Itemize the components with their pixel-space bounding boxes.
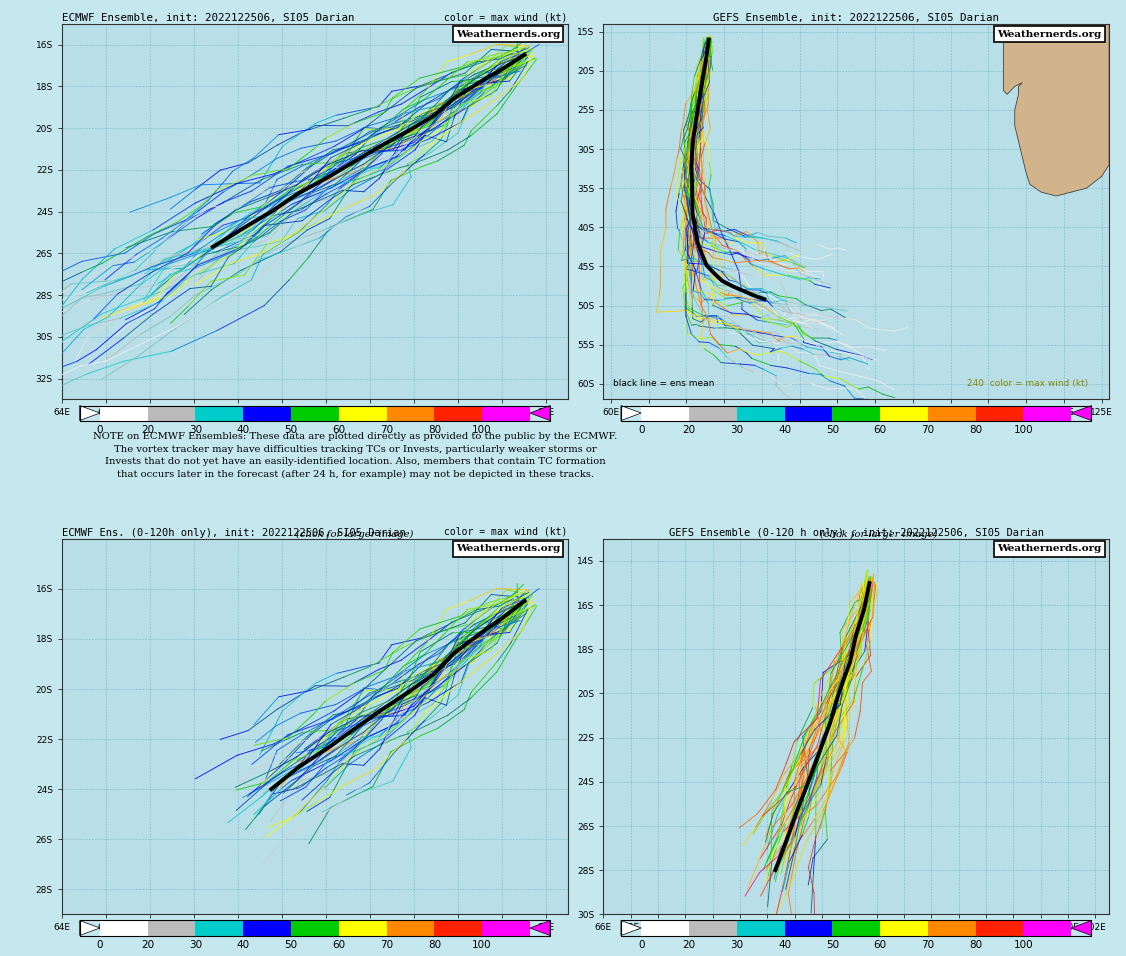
Text: black line = ens mean: black line = ens mean [614, 380, 715, 388]
Text: 70: 70 [379, 940, 393, 949]
Bar [689, 405, 736, 421]
Bar [435, 405, 482, 421]
Text: 60: 60 [332, 424, 346, 435]
Text: 0: 0 [638, 424, 644, 435]
Polygon shape [530, 921, 551, 936]
Text: 30: 30 [189, 424, 202, 435]
Title: GEFS Ensemble (0-120 h only) , init: 2022122506, SI05 Darian: GEFS Ensemble (0-120 h only) , init: 202… [669, 528, 1044, 538]
Text: Weathernerds.org: Weathernerds.org [998, 30, 1101, 38]
Text: 80: 80 [428, 424, 441, 435]
Polygon shape [1071, 405, 1091, 421]
Bar [641, 405, 689, 421]
Text: 30: 30 [730, 424, 743, 435]
Bar [736, 405, 785, 421]
Text: 0: 0 [97, 940, 104, 949]
Text: Weathernerds.org: Weathernerds.org [456, 545, 561, 554]
Text: 80: 80 [428, 940, 441, 949]
Text: 50: 50 [285, 940, 297, 949]
Text: 0: 0 [97, 424, 104, 435]
Bar [243, 921, 291, 936]
Bar [975, 921, 1024, 936]
Text: Weathernerds.org: Weathernerds.org [998, 545, 1101, 554]
Bar [928, 405, 975, 421]
Bar [386, 921, 435, 936]
Text: 60: 60 [874, 940, 886, 949]
Text: 70: 70 [921, 424, 935, 435]
Text: 20: 20 [682, 424, 696, 435]
Bar [1024, 921, 1071, 936]
Bar [928, 921, 975, 936]
Bar [975, 405, 1024, 421]
Polygon shape [1071, 921, 1091, 936]
Bar [435, 921, 482, 936]
Text: Weathernerds.org: Weathernerds.org [456, 30, 561, 38]
Text: (click for larger image): (click for larger image) [296, 530, 414, 539]
Text: ECMWF Ens. (0-120h only), init: 2022122506, SI05 Darian: ECMWF Ens. (0-120h only), init: 20221225… [62, 528, 405, 538]
Text: 20: 20 [682, 940, 696, 949]
Text: 30: 30 [189, 940, 202, 949]
Polygon shape [620, 405, 641, 421]
Text: 60: 60 [874, 424, 886, 435]
Bar [482, 921, 530, 936]
Text: (click for larger image): (click for larger image) [820, 530, 938, 539]
Text: color = max wind (kt): color = max wind (kt) [445, 12, 568, 22]
Polygon shape [1003, 24, 1109, 196]
Text: 40: 40 [778, 940, 792, 949]
Title: GEFS Ensemble, init: 2022122506, SI05 Darian: GEFS Ensemble, init: 2022122506, SI05 Da… [713, 13, 999, 23]
Bar [1024, 405, 1071, 421]
Bar [832, 921, 881, 936]
Text: 70: 70 [379, 424, 393, 435]
Polygon shape [620, 921, 641, 936]
Bar [832, 405, 881, 421]
Bar [339, 921, 386, 936]
Bar [339, 405, 386, 421]
Text: 30: 30 [730, 940, 743, 949]
Text: color = max wind (kt): color = max wind (kt) [445, 527, 568, 537]
Polygon shape [80, 921, 100, 936]
Polygon shape [80, 405, 100, 421]
Text: 50: 50 [825, 940, 839, 949]
Bar [386, 405, 435, 421]
Text: 50: 50 [825, 424, 839, 435]
Text: 40: 40 [236, 940, 250, 949]
Text: 40: 40 [778, 424, 792, 435]
Bar [100, 405, 148, 421]
Bar [148, 405, 196, 421]
Bar [148, 921, 196, 936]
Bar [291, 921, 339, 936]
Text: 40: 40 [236, 424, 250, 435]
Bar [243, 405, 291, 421]
Bar [196, 405, 243, 421]
Text: 100: 100 [472, 940, 492, 949]
Text: 70: 70 [921, 940, 935, 949]
Text: 100: 100 [472, 424, 492, 435]
Text: 60: 60 [332, 940, 346, 949]
Bar [785, 405, 832, 421]
Bar [641, 921, 689, 936]
Bar [291, 405, 339, 421]
Bar [196, 921, 243, 936]
Polygon shape [530, 405, 551, 421]
Bar [881, 405, 928, 421]
Text: ECMWF Ensemble, init: 2022122506, SI05 Darian: ECMWF Ensemble, init: 2022122506, SI05 D… [62, 13, 355, 23]
Text: 20: 20 [141, 940, 154, 949]
Text: 80: 80 [969, 424, 982, 435]
Text: 80: 80 [969, 940, 982, 949]
Bar [100, 921, 148, 936]
Text: NOTE on ECMWF Ensembles: These data are plotted directly as provided to the publ: NOTE on ECMWF Ensembles: These data are … [93, 432, 617, 479]
Text: 100: 100 [1013, 424, 1034, 435]
Bar [689, 921, 736, 936]
Bar [482, 405, 530, 421]
Bar [785, 921, 832, 936]
Text: 100: 100 [1013, 940, 1034, 949]
Text: 0: 0 [638, 940, 644, 949]
Text: 240  color = max wind (kt): 240 color = max wind (kt) [967, 380, 1089, 388]
Text: 20: 20 [141, 424, 154, 435]
Bar [736, 921, 785, 936]
Text: 50: 50 [285, 424, 297, 435]
Bar [881, 921, 928, 936]
